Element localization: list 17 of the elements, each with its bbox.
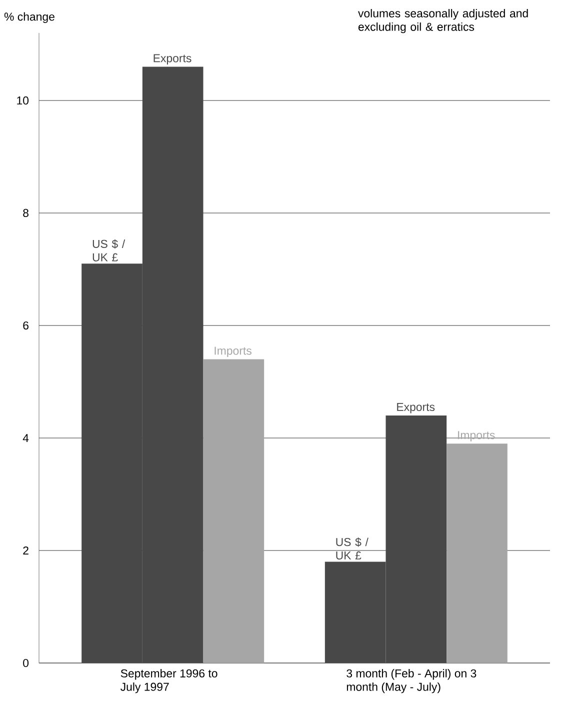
y-tick-label: 8	[23, 208, 28, 218]
series-label: US $ / UK £	[92, 239, 126, 262]
text: Exports	[397, 403, 435, 414]
series-label: Exports	[154, 54, 192, 65]
y-tick-label: 4	[22, 434, 29, 442]
series-label: Imports	[214, 346, 252, 358]
x-tick-label: 3 month (Feb - April) on 3 month (May - July)	[346, 669, 476, 694]
y-tick-label: 0	[23, 658, 29, 668]
y-tick-label: 2	[23, 546, 28, 554]
bar	[203, 359, 264, 663]
text: US $ / UK £	[336, 538, 368, 560]
y-tick-label: 10	[17, 96, 29, 105]
y-tick-label: 6	[23, 321, 28, 330]
bar	[446, 444, 508, 663]
annotation: volumes seasonally adjusted and excluding oil & erratics	[358, 9, 528, 34]
x-tick-label: September 1996 to July 1997	[120, 669, 218, 694]
y-axis-title: % change	[4, 12, 54, 23]
